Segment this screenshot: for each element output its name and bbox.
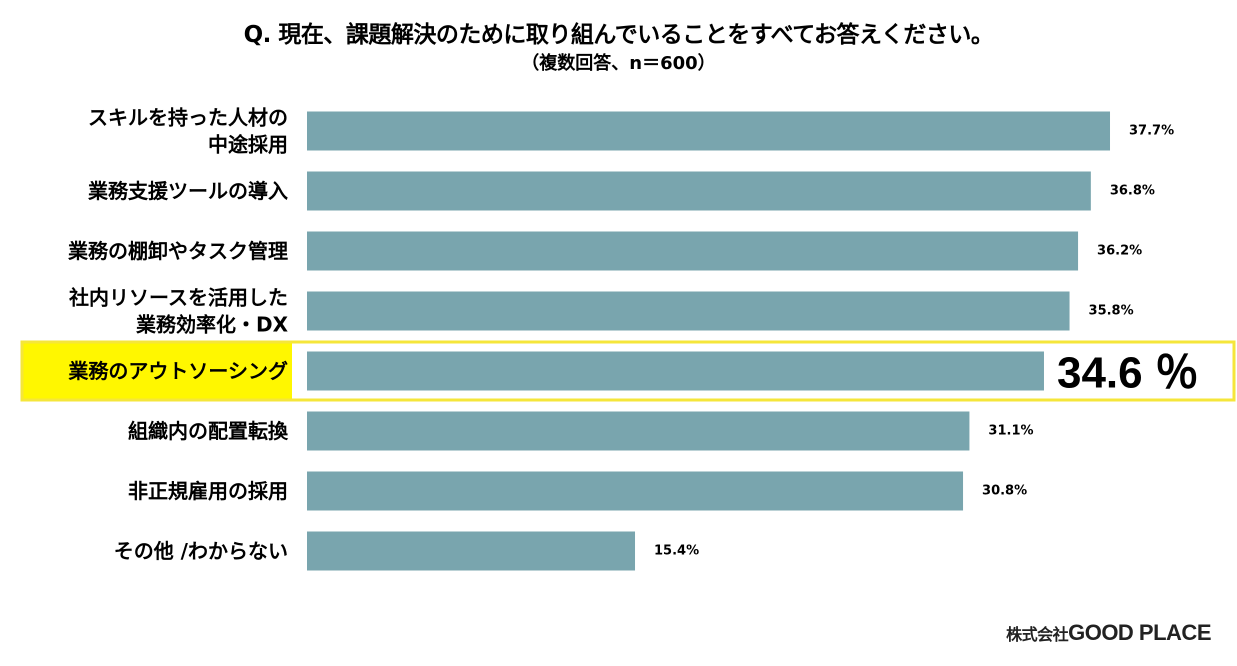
category-label: 業務支援ツールの導入: [88, 179, 288, 203]
bar: [307, 471, 964, 511]
category-label: 業務のアウトソーシング: [68, 359, 288, 383]
bar: [307, 111, 1111, 151]
company-logo: 株式会社GOOD PLACE: [1006, 620, 1211, 646]
bar: [307, 531, 636, 571]
value-label: 30.8%: [982, 484, 1027, 499]
category-label: 業務の棚卸やタスク管理: [68, 239, 288, 263]
highlight-label-background: [22, 342, 292, 400]
category-label: その他 /わからない: [114, 539, 288, 563]
company-prefix: 株式会社: [1006, 627, 1069, 644]
chart-title: Q. 現在、課題解決のために取り組んでいることをすべてお答えください。: [243, 22, 994, 48]
bar: [307, 411, 970, 451]
category-label: 中途採用: [208, 133, 288, 157]
value-label: 31.1%: [988, 424, 1033, 439]
category-label: 業務効率化・DX: [136, 313, 289, 337]
value-label: 15.4%: [654, 544, 699, 559]
chart-subtitle: （複数回答、n＝600）: [521, 53, 716, 74]
category-label: 社内リソースを活用した: [68, 286, 288, 310]
bar: [307, 351, 1044, 391]
value-label: 37.7%: [1129, 124, 1174, 139]
value-label: 34.6 ％: [1057, 349, 1199, 398]
bar: [307, 291, 1070, 331]
company-name: GOOD PLACE: [1068, 620, 1211, 645]
bar: [307, 231, 1079, 271]
category-label: 組織内の配置転換: [128, 419, 289, 443]
category-label: スキルを持った人材の: [88, 106, 288, 130]
category-label: 非正規雇用の採用: [128, 479, 288, 503]
bar: [307, 171, 1091, 211]
value-label: 36.8%: [1110, 184, 1155, 199]
highlight-frame: [20, 340, 1236, 402]
value-label: 36.2%: [1097, 244, 1142, 259]
value-label: 35.8%: [1089, 304, 1134, 319]
